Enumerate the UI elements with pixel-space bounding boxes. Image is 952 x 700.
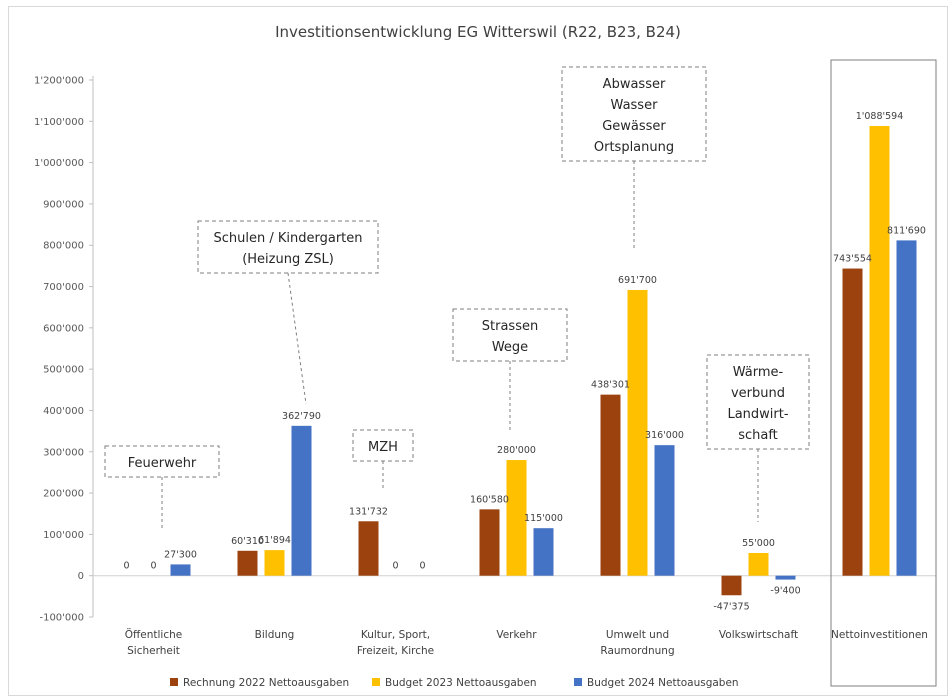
data-label: 115'000 xyxy=(524,513,563,524)
data-label: 0 xyxy=(392,561,398,572)
bar xyxy=(479,509,500,576)
data-label: 55'000 xyxy=(742,538,775,549)
bar xyxy=(721,575,742,596)
bar xyxy=(896,240,917,576)
data-label: 61'894 xyxy=(258,535,291,546)
y-tick-label: 1'200'000 xyxy=(34,76,84,87)
data-label: 1'088'594 xyxy=(856,111,904,122)
y-tick-label: 100'000 xyxy=(43,530,84,541)
category-label: Raumordnung xyxy=(600,645,674,657)
data-label: -9'400 xyxy=(770,586,800,597)
y-tick-label: 700'000 xyxy=(43,282,84,293)
data-label: 27'300 xyxy=(164,549,197,560)
annotation-leader xyxy=(287,272,307,405)
legend: Rechnung 2022 Nettoausgaben Budget 2023 N… xyxy=(170,677,739,689)
data-label: -47'375 xyxy=(713,601,749,612)
legend-swatch xyxy=(372,678,380,686)
data-label: 60'310 xyxy=(231,536,264,547)
annotation-box xyxy=(104,445,220,478)
data-label: 362'790 xyxy=(282,411,321,422)
category-label: Kultur, Sport, xyxy=(361,629,430,641)
data-label: 316'000 xyxy=(645,430,684,441)
annotation-text: Ortsplanung xyxy=(594,140,674,155)
y-tick-label: 900'000 xyxy=(43,199,84,210)
bar xyxy=(600,394,621,576)
annotation-text: Schulen / Kindergarten xyxy=(213,231,362,246)
legend-label: Budget 2023 Nettoausgaben xyxy=(385,677,537,689)
category-label: Öffentliche xyxy=(125,628,182,641)
annotation-text: Abwasser xyxy=(603,77,666,92)
bar xyxy=(533,528,554,576)
y-tick-label: 300'000 xyxy=(43,447,84,458)
bar xyxy=(291,425,312,576)
y-tick-label: 800'000 xyxy=(43,241,84,252)
y-tick-label: 600'000 xyxy=(43,323,84,334)
bar xyxy=(170,564,191,576)
data-label: 280'000 xyxy=(497,445,536,456)
y-tick-label: 0 xyxy=(78,571,84,582)
bars-layer xyxy=(170,126,917,596)
bar xyxy=(748,552,769,576)
annotation-box xyxy=(197,220,379,274)
bar xyxy=(869,126,890,576)
legend-label: Rechnung 2022 Nettoausgaben xyxy=(183,677,349,689)
category-label: Freizeit, Kirche xyxy=(357,645,434,657)
data-labels-layer: 0 60'310 131'732 160'580 438'301 -47'375 743'5… xyxy=(123,111,925,612)
category-label: Volkswirtschaft xyxy=(719,629,798,641)
annotation-box xyxy=(561,66,707,162)
chart-title: Investitionsentwicklung EG Witterswil (R… xyxy=(275,23,681,41)
annotation-text: schaft xyxy=(738,428,778,443)
data-label: 691'700 xyxy=(618,275,657,286)
bar xyxy=(775,575,796,580)
legend-swatch xyxy=(574,678,582,686)
highlight-box xyxy=(830,59,937,687)
bar xyxy=(842,268,863,576)
category-label: Verkehr xyxy=(496,629,537,641)
annotation-text: verbund xyxy=(731,386,785,401)
category-label: Bildung xyxy=(255,629,295,641)
bar xyxy=(627,289,648,576)
bar xyxy=(237,550,258,576)
data-label: 0 xyxy=(419,561,425,572)
bar xyxy=(358,521,379,576)
y-tick-label: 1'000'000 xyxy=(34,158,84,169)
legend-label: Budget 2024 Nettoausgaben xyxy=(587,677,739,689)
annotations-layer: Feuerwehr Schulen / Kindergarten (Heizung … xyxy=(104,66,810,530)
data-label: 438'301 xyxy=(591,380,630,391)
category-label: Nettoinvestitionen xyxy=(831,629,928,641)
annotation-text: Strassen xyxy=(482,319,538,334)
annotation-text: Wasser xyxy=(611,98,659,113)
data-label: 131'732 xyxy=(349,506,388,517)
annotation-text: Landwirt- xyxy=(727,407,788,422)
annotation-text: Wege xyxy=(492,340,528,355)
data-label: 811'690 xyxy=(887,225,926,236)
category-label: Umwelt und xyxy=(606,629,669,641)
annotation-box xyxy=(706,354,810,450)
data-label: 743'554 xyxy=(833,254,872,265)
y-tick-label: 200'000 xyxy=(43,489,84,500)
y-tick-label: 400'000 xyxy=(43,406,84,417)
annotation-text: MZH xyxy=(368,440,398,455)
bar xyxy=(654,445,675,576)
legend-swatch xyxy=(170,678,178,686)
annotation-text: (Heizung ZSL) xyxy=(242,252,334,267)
annotation-text: Feuerwehr xyxy=(128,456,197,471)
data-label: 160'580 xyxy=(470,494,509,505)
bar xyxy=(264,550,285,576)
y-tick-label: 500'000 xyxy=(43,365,84,376)
annotation-text: Gewässer xyxy=(602,119,666,134)
y-tick-label: 1'100'000 xyxy=(34,117,84,128)
annotation-box xyxy=(452,308,568,362)
category-label: Sicherheit xyxy=(127,645,180,657)
data-label: 0 xyxy=(150,561,156,572)
annotation-text: Wärme- xyxy=(733,365,784,380)
y-tick-label: -100'000 xyxy=(39,613,84,624)
bar xyxy=(506,460,527,576)
data-label: 0 xyxy=(123,561,129,572)
